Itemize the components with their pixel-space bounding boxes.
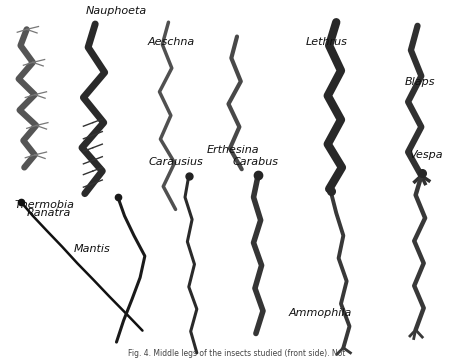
Text: Blaps: Blaps (405, 77, 435, 87)
Text: Vespa: Vespa (410, 150, 443, 160)
Text: Ranatra: Ranatra (27, 208, 71, 218)
Text: Fig. 4. Middle legs of the insects studied (front side). Not: Fig. 4. Middle legs of the insects studi… (128, 348, 346, 357)
Text: Carabus: Carabus (232, 157, 278, 167)
Text: Carausius: Carausius (148, 157, 203, 167)
Text: Ammophila: Ammophila (289, 308, 352, 318)
Text: Lethrus: Lethrus (306, 37, 347, 47)
Text: Thermobia: Thermobia (15, 200, 75, 210)
Text: Mantis: Mantis (74, 243, 111, 253)
Text: Aeschna: Aeschna (147, 37, 194, 47)
Text: Erthesina: Erthesina (206, 145, 259, 155)
Text: Nauphoeta: Nauphoeta (86, 6, 147, 16)
